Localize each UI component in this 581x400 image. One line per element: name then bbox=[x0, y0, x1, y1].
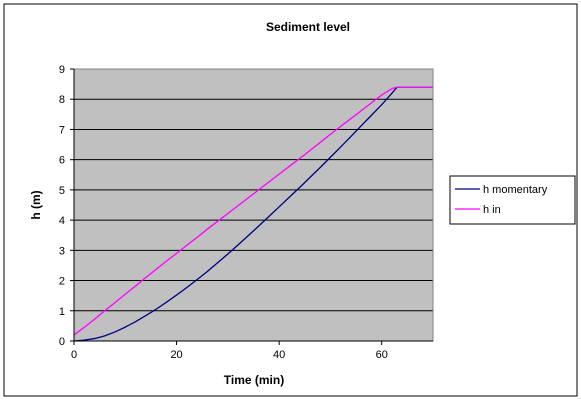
legend-label-h-momentary: h momentary bbox=[483, 184, 548, 196]
y-tick-label-4: 4 bbox=[59, 215, 65, 227]
y-tick-labels: 0 1 2 3 4 5 6 7 8 9 bbox=[59, 64, 65, 348]
x-tick-label-60: 60 bbox=[376, 349, 388, 361]
y-tick-label-1: 1 bbox=[59, 306, 65, 318]
plot-area bbox=[74, 69, 433, 341]
y-tick-label-9: 9 bbox=[59, 64, 65, 76]
x-tick-label-0: 0 bbox=[71, 349, 77, 361]
series-line-h-in bbox=[73, 86, 433, 336]
y-tick-label-2: 2 bbox=[59, 276, 65, 288]
y-tick-label-7: 7 bbox=[59, 124, 65, 136]
y-tick-label-6: 6 bbox=[59, 155, 65, 167]
y-tick-label-3: 3 bbox=[59, 245, 65, 257]
legend-box bbox=[449, 175, 576, 225]
legend: h momentary h in bbox=[449, 175, 576, 225]
x-axis-label: Time (min) bbox=[224, 373, 284, 387]
x-tick-label-20: 20 bbox=[170, 349, 182, 361]
axes bbox=[70, 68, 433, 345]
x-tick-label-40: 40 bbox=[273, 349, 285, 361]
y-tick-label-0: 0 bbox=[59, 336, 65, 348]
y-axis-label: h (m) bbox=[29, 190, 43, 219]
series-line-h-momentary bbox=[73, 86, 433, 342]
y-tick-label-5: 5 bbox=[59, 185, 65, 197]
chart-title: Sediment level bbox=[266, 20, 350, 34]
series-layer bbox=[73, 86, 433, 342]
y-tick-label-8: 8 bbox=[59, 94, 65, 106]
legend-label-h-in: h in bbox=[483, 204, 501, 216]
x-tick-labels: 0 20 40 60 bbox=[71, 349, 388, 361]
